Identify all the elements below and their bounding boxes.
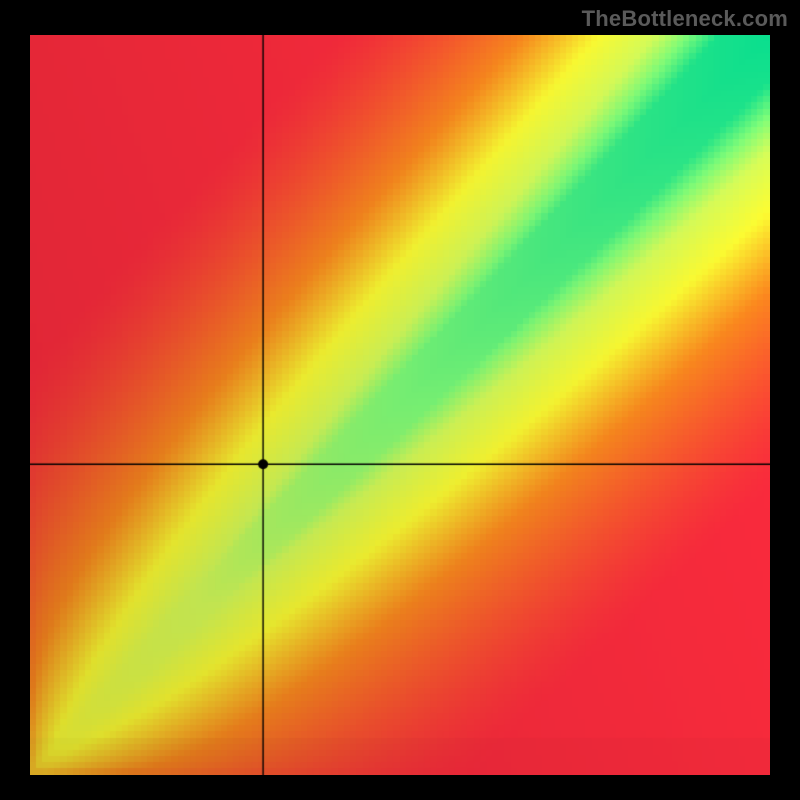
watermark-text: TheBottleneck.com <box>582 6 788 32</box>
bottleneck-heatmap <box>30 35 770 775</box>
chart-container: TheBottleneck.com <box>0 0 800 800</box>
